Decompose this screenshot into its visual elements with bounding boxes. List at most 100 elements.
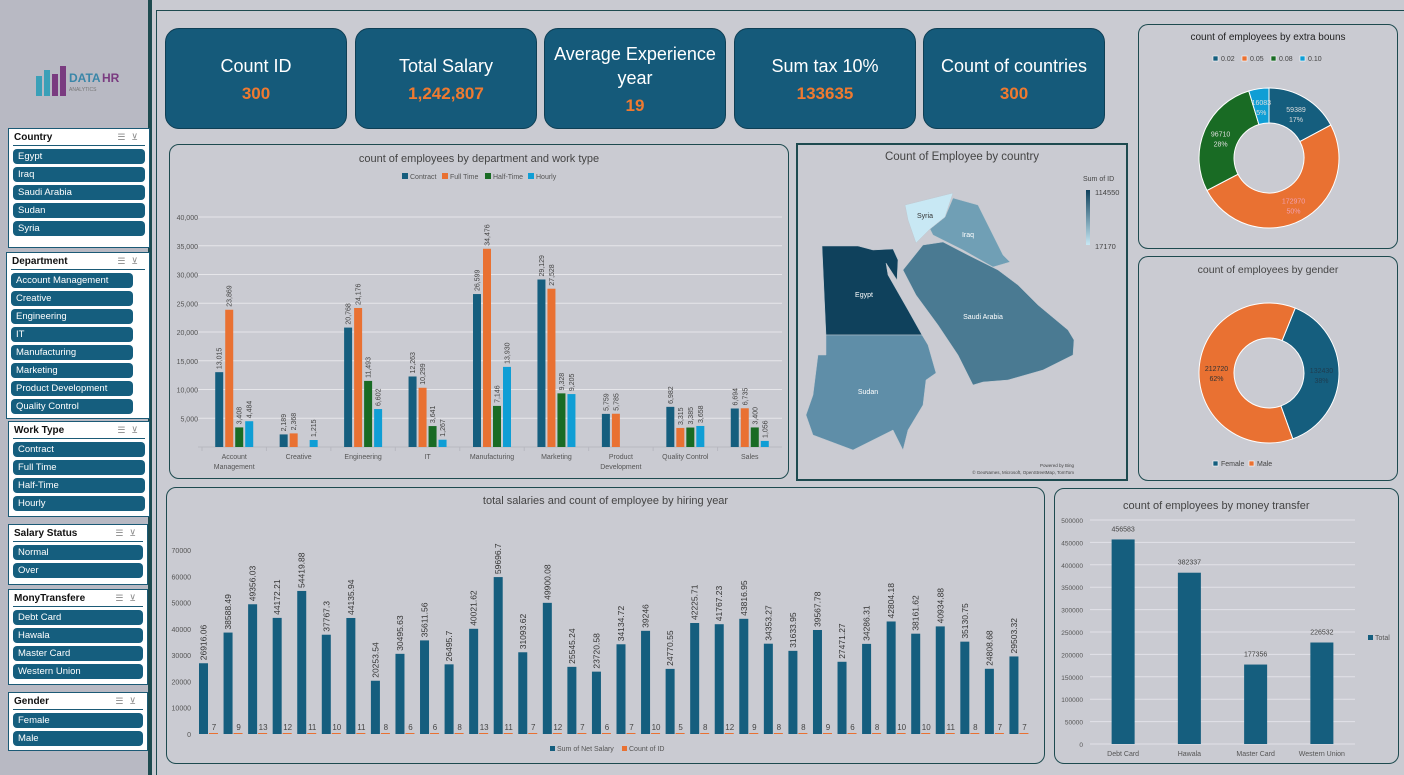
x-tick-label: Creative [286,454,312,461]
multi-select-icon[interactable]: ☰ [115,528,130,538]
bar-net-salary [788,650,798,734]
bar-net-salary [493,577,503,734]
bar-half-time [235,427,244,447]
bar-count-id [528,733,538,734]
legend-swatch [442,173,448,179]
slicer-item[interactable]: Creative [11,291,133,306]
slicer-item[interactable]: Engineering [11,309,133,324]
hiring-chart-panel: total salaries and count of employee by … [166,487,1045,764]
data-label: 35611.56 [420,602,430,637]
slicer-item[interactable]: Western Union [13,664,143,679]
map-region-egypt[interactable] [821,245,923,336]
multi-select-icon[interactable]: ☰ [115,593,130,603]
map-region-sudan[interactable] [805,334,937,451]
data-label: 3,315 [678,407,685,425]
donut-slice-0.08 [1198,90,1260,192]
slicer-item[interactable]: Full Time [13,460,145,475]
x-tick-label: Engineering [344,454,381,461]
bar-count-id [700,733,710,734]
slicer-item[interactable]: IT [11,327,133,342]
data-label: 29,129 [539,255,546,277]
data-label: 1,267 [440,419,447,437]
data-label: 7 [212,723,217,732]
data-label: 42225.71 [690,584,700,620]
slicer-salary-status: Salary Status ☰⊻ Normal Over [8,524,148,585]
data-label: 39567.78 [812,591,822,627]
data-label: 1,056 [762,420,769,438]
slicer-item[interactable]: Normal [13,545,143,560]
multi-select-icon[interactable]: ☰ [115,696,130,706]
slicer-item[interactable]: Syria [13,221,145,236]
bar-net-salary [690,623,700,734]
slicer-item[interactable]: Product Development [11,381,133,396]
bar-net-salary [763,643,773,734]
slicer-item[interactable]: Female [13,713,143,728]
multi-select-icon[interactable]: ☰ [117,425,132,435]
bar-count-id [454,733,464,734]
slicer-item[interactable]: Male [13,731,143,746]
slicer-item[interactable]: Marketing [11,363,133,378]
slicer-item[interactable]: Over [13,563,143,578]
slicer-gender: Gender ☰⊻ Female Male [8,692,148,751]
clear-filter-icon[interactable]: ⊻ [131,132,144,142]
data-label: 6 [433,723,438,732]
slicer-item[interactable]: Saudi Arabia [13,185,145,200]
clear-filter-icon[interactable]: ⊻ [131,256,144,266]
map-region-syria[interactable] [904,192,954,244]
slicer-item[interactable]: Sudan [13,203,145,218]
slicer-header: Country ☰⊻ [13,132,145,146]
slicer-item[interactable]: Hourly [13,496,145,511]
data-label: 26495.7 [444,630,454,661]
bar-net-salary [935,626,945,734]
bar-count-id [380,733,390,734]
bar-count-id [872,733,882,734]
slicer-item[interactable]: Half-Time [13,478,145,493]
legend-label: Half-Time [493,174,523,181]
bar-net-salary [837,661,847,734]
slicer-item[interactable]: Manufacturing [11,345,133,360]
slicer-header: MonyTransfere ☰⊻ [13,593,143,607]
bar-count-id [724,733,734,734]
clear-filter-icon[interactable]: ⊻ [131,425,144,435]
bar-net-salary [420,640,430,734]
data-label: 13,930 [505,342,512,364]
x-tick-label: Marketing [541,454,572,461]
data-label: 2,368 [291,413,298,431]
x-tick-label: Manufacturing [470,454,514,461]
clear-filter-icon[interactable]: ⊻ [129,593,142,603]
slicer-item[interactable]: Debt Card [13,610,143,625]
map-region-saudi-arabia[interactable] [902,241,1075,386]
clear-filter-icon[interactable]: ⊻ [129,528,142,538]
kpi-label: Sum tax 10% [771,55,879,76]
multi-select-icon[interactable]: ☰ [117,132,132,142]
x-tick-label: Western Union [1299,751,1345,758]
slicer-item[interactable]: Iraq [13,167,145,182]
y-tick-label: 40,000 [177,215,199,222]
data-label: 3,641 [430,405,437,423]
data-label: 7 [998,723,1003,732]
clear-filter-icon[interactable]: ⊻ [129,696,142,706]
y-tick-label: 30,000 [177,273,199,280]
slicer-item[interactable]: Master Card [13,646,143,661]
bar-count-id [651,733,661,734]
data-label: 31633.95 [788,612,798,648]
y-tick-label: 350000 [1061,585,1083,592]
slicer-item[interactable]: Contract [13,442,145,457]
data-label: 20,768 [346,303,353,325]
slicer-item[interactable]: Quality Control [11,399,133,414]
slicer-item[interactable]: Hawala [13,628,143,643]
country-map[interactable]: Egypt Sudan Saudi Arabia Iraq Syria Sum of ID… [798,145,1128,481]
logo: DATA HR ANALYTICS [32,62,127,98]
legend-label: 0.08 [1279,56,1293,63]
bar-count-id [822,733,832,734]
bar-count-id [994,733,1004,734]
bar-count-id [601,733,611,734]
slicer-item[interactable]: Account Management [11,273,133,288]
data-label: 44135.94 [346,579,356,615]
multi-select-icon[interactable]: ☰ [117,256,132,266]
chart-title: count of employees by gender [1197,264,1339,276]
slicer-item[interactable]: Egypt [13,149,145,164]
data-label: 24808.68 [984,630,994,666]
bar-full-time [611,413,620,447]
slicer-title: MonyTransfere [14,593,86,604]
